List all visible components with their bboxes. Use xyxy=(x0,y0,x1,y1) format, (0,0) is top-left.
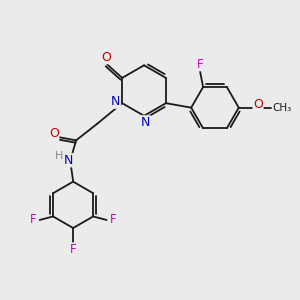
Text: H: H xyxy=(55,152,63,161)
Text: F: F xyxy=(70,243,76,256)
Text: F: F xyxy=(30,214,37,226)
Text: O: O xyxy=(49,127,59,140)
Text: N: N xyxy=(141,116,150,129)
Text: O: O xyxy=(253,98,263,111)
Text: N: N xyxy=(64,154,73,167)
Text: CH₃: CH₃ xyxy=(272,103,292,112)
Text: F: F xyxy=(197,58,203,71)
Text: O: O xyxy=(101,51,111,64)
Text: N: N xyxy=(111,95,120,108)
Text: F: F xyxy=(110,214,116,226)
